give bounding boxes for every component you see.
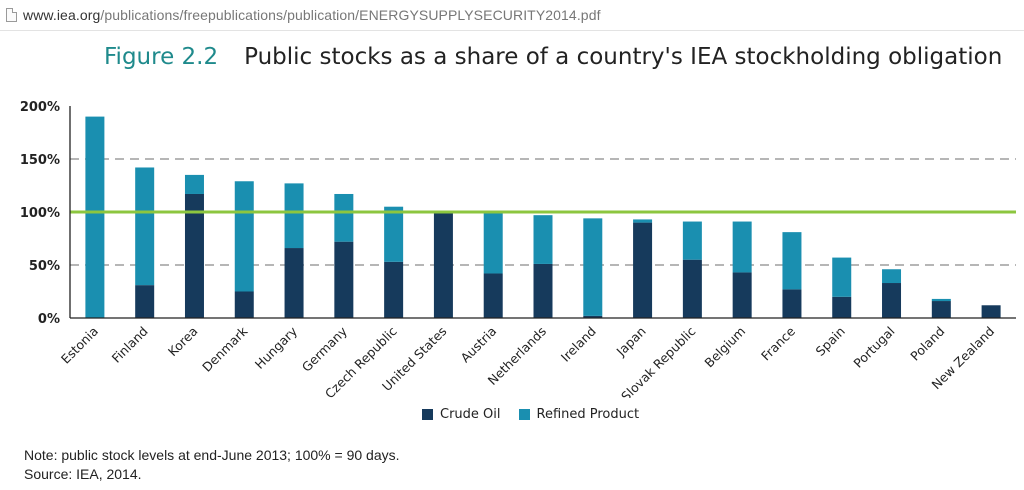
bar-refined-16	[882, 269, 902, 284]
y-tick-label: 50%	[29, 259, 60, 274]
x-tick-label: Denmark	[199, 323, 251, 375]
legend-label-refined: Refined Product	[536, 406, 640, 422]
bar-refined-8	[483, 212, 503, 274]
x-tick-label: Portugal	[850, 324, 897, 371]
x-tick-label: Japan	[613, 324, 649, 360]
bar-refined-3	[234, 181, 254, 292]
bar-crude-13	[732, 272, 752, 318]
bar-crude-10	[583, 315, 603, 318]
url-text[interactable]: www.iea.org/publications/freepublication…	[23, 7, 601, 23]
x-tick-label: Hungary	[252, 323, 301, 372]
bar-refined-0	[85, 116, 105, 318]
bar-refined-12	[682, 221, 702, 260]
x-tick-label: Ireland	[558, 324, 599, 365]
bar-refined-15	[832, 257, 852, 297]
legend: Crude Oil Refined Product	[422, 404, 657, 424]
legend-item-refined: Refined Product	[518, 406, 640, 422]
bar-refined-13	[732, 221, 752, 273]
y-tick-labels: 0% 50% 100% 150% 200%	[20, 100, 60, 327]
bar-crude-17	[931, 301, 951, 318]
bar-refined-4	[284, 183, 304, 249]
bar-crude-7	[433, 212, 453, 318]
bar-refined-10	[583, 218, 603, 316]
bar-refined-11	[633, 219, 653, 223]
source-line: Source: IEA, 2014.	[24, 466, 142, 482]
x-tick-label: Poland	[907, 324, 947, 364]
bar-refined-1	[135, 167, 155, 286]
axes	[69, 106, 1016, 319]
address-bar[interactable]: www.iea.org/publications/freepublication…	[0, 0, 1024, 31]
bar-crude-1	[135, 285, 155, 318]
x-tick-label: Austria	[457, 324, 499, 366]
bar-crude-11	[633, 222, 653, 318]
bar-crude-18	[981, 305, 1001, 318]
bar-crude-4	[284, 248, 304, 318]
bar-crude-6	[384, 261, 404, 318]
y-tick-label: 0%	[38, 312, 60, 327]
x-tick-label: Finland	[109, 324, 151, 366]
y-tick-label: 100%	[20, 206, 60, 221]
figure-caption: Public stocks as a share of a country's …	[244, 44, 1003, 70]
bar-refined-5	[334, 193, 354, 242]
x-tick-label: Estonia	[58, 324, 101, 367]
x-tick-label: Spain	[813, 324, 848, 359]
x-tick-label: France	[758, 323, 798, 363]
x-tick-label: Germany	[299, 323, 351, 375]
figure-number: Figure 2.2	[104, 44, 219, 70]
bar-refined-14	[782, 232, 802, 290]
legend-swatch-refined	[518, 408, 530, 420]
legend-item-crude: Crude Oil	[422, 407, 501, 422]
bar-crude-15	[832, 296, 852, 318]
bar-crude-12	[682, 259, 702, 318]
stacked-bar-chart: 0% 50% 100% 150% 200% Estonia Finland KoreaDen…	[20, 100, 1016, 398]
url-host: www.iea.org	[23, 7, 101, 23]
bar-crude-16	[882, 283, 902, 318]
document-icon	[6, 8, 17, 22]
bar-refined-9	[533, 215, 553, 264]
bar-refined-2	[184, 174, 204, 194]
bar-refined-17	[931, 298, 951, 302]
y-tick-label: 200%	[20, 100, 60, 115]
figure-title: Figure 2.2 Public stocks as a share of a…	[104, 44, 1002, 80]
url-path: /publications/freepublications/publicati…	[100, 7, 601, 23]
legend-swatch-crude	[422, 408, 433, 420]
note-line: Note: public stock levels at end-June 20…	[24, 447, 400, 463]
bar-crude-3	[234, 291, 254, 318]
bar-crude-14	[782, 289, 802, 318]
bars	[85, 116, 1001, 318]
bar-refined-6	[384, 206, 404, 262]
bar-crude-2	[184, 193, 204, 318]
legend-label-crude: Crude Oil	[440, 406, 501, 422]
x-tick-label: Korea	[165, 324, 201, 360]
bar-crude-9	[533, 263, 553, 318]
bar-crude-5	[334, 241, 354, 318]
x-tick-label: Belgium	[701, 324, 748, 371]
y-tick-label: 150%	[20, 153, 60, 168]
bar-crude-8	[483, 273, 503, 318]
footnote: Note: public stock levels at end-June 20…	[24, 446, 400, 484]
